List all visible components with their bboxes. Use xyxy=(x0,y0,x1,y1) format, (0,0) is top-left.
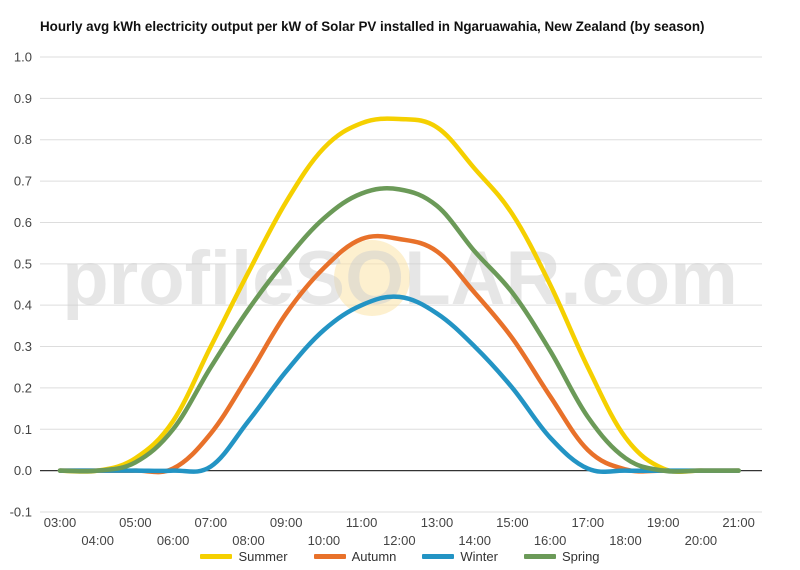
y-tick-label: 0.3 xyxy=(14,339,32,354)
x-tick-label: 15:00 xyxy=(496,515,529,530)
axes: 1.0 0.9 0.8 0.7 0.6 0.5 0.4 0.3 0.2 0.1 0.0 -0.1 03:… xyxy=(10,50,755,546)
legend-item-spring[interactable]: Spring xyxy=(523,549,600,564)
x-tick-label: 03:00 xyxy=(44,515,77,530)
x-tick-label: 05:00 xyxy=(119,515,152,530)
series-line-spring xyxy=(57,186,741,474)
legend-item-winter[interactable]: Winter xyxy=(422,549,498,564)
series-line-summer xyxy=(57,116,741,474)
x-tick-label: 13:00 xyxy=(421,515,454,530)
x-tick-label: 18:00 xyxy=(609,533,642,545)
legend-label: Spring xyxy=(561,549,600,564)
x-tick-label: 14:00 xyxy=(458,533,491,545)
watermark-text: profileSOLAR.com xyxy=(62,236,738,321)
y-tick-label: 0.6 xyxy=(14,215,32,230)
y-tick-label: 1.0 xyxy=(14,50,32,65)
legend-label: Winter xyxy=(460,549,498,564)
y-tick-label: 0.4 xyxy=(14,298,32,313)
y-tick-label: 0.7 xyxy=(14,174,32,189)
line-chart: profileSOLAR.com 1.0 0.9 0.8 0.7 0.6 0.5 0.4 0.… xyxy=(10,50,762,546)
legend: Summer Autumn Winter Spring xyxy=(0,549,800,564)
y-tick-label: -0.1 xyxy=(10,505,32,520)
series-lines xyxy=(57,116,741,475)
x-tick-label: 10:00 xyxy=(308,533,341,545)
x-tick-label: 07:00 xyxy=(195,515,228,530)
x-tick-label: 04:00 xyxy=(81,533,114,545)
x-tick-label: 17:00 xyxy=(572,515,605,530)
x-tick-label: 09:00 xyxy=(270,515,303,530)
legend-item-summer[interactable]: Summer xyxy=(200,549,288,564)
x-tick-label: 11:00 xyxy=(346,515,378,530)
y-tick-label: 0.8 xyxy=(14,132,32,147)
x-tick-label: 06:00 xyxy=(157,533,190,545)
legend-label: Summer xyxy=(238,549,288,564)
legend-swatch xyxy=(523,554,556,559)
x-tick-label: 08:00 xyxy=(232,533,265,545)
y-tick-label: 0.0 xyxy=(14,463,32,478)
x-tick-label: 19:00 xyxy=(647,515,680,530)
legend-swatch xyxy=(313,554,346,559)
legend-label: Autumn xyxy=(351,549,397,564)
x-tick-label: 20:00 xyxy=(685,533,718,545)
x-tick-label: 16:00 xyxy=(534,533,567,545)
legend-item-autumn[interactable]: Autumn xyxy=(313,549,397,564)
y-tick-label: 0.9 xyxy=(14,91,32,106)
y-tick-label: 0.1 xyxy=(14,422,32,437)
y-tick-label: 0.5 xyxy=(14,256,32,271)
watermark: profileSOLAR.com xyxy=(62,236,738,321)
x-tick-label: 12:00 xyxy=(383,533,416,545)
legend-swatch xyxy=(200,554,233,559)
chart-title: Hourly avg kWh electricity output per kW… xyxy=(40,19,705,34)
x-tick-label: 21:00 xyxy=(722,515,755,530)
y-tick-label: 0.2 xyxy=(14,380,32,395)
legend-swatch xyxy=(422,554,455,559)
series-line-winter xyxy=(57,294,741,474)
